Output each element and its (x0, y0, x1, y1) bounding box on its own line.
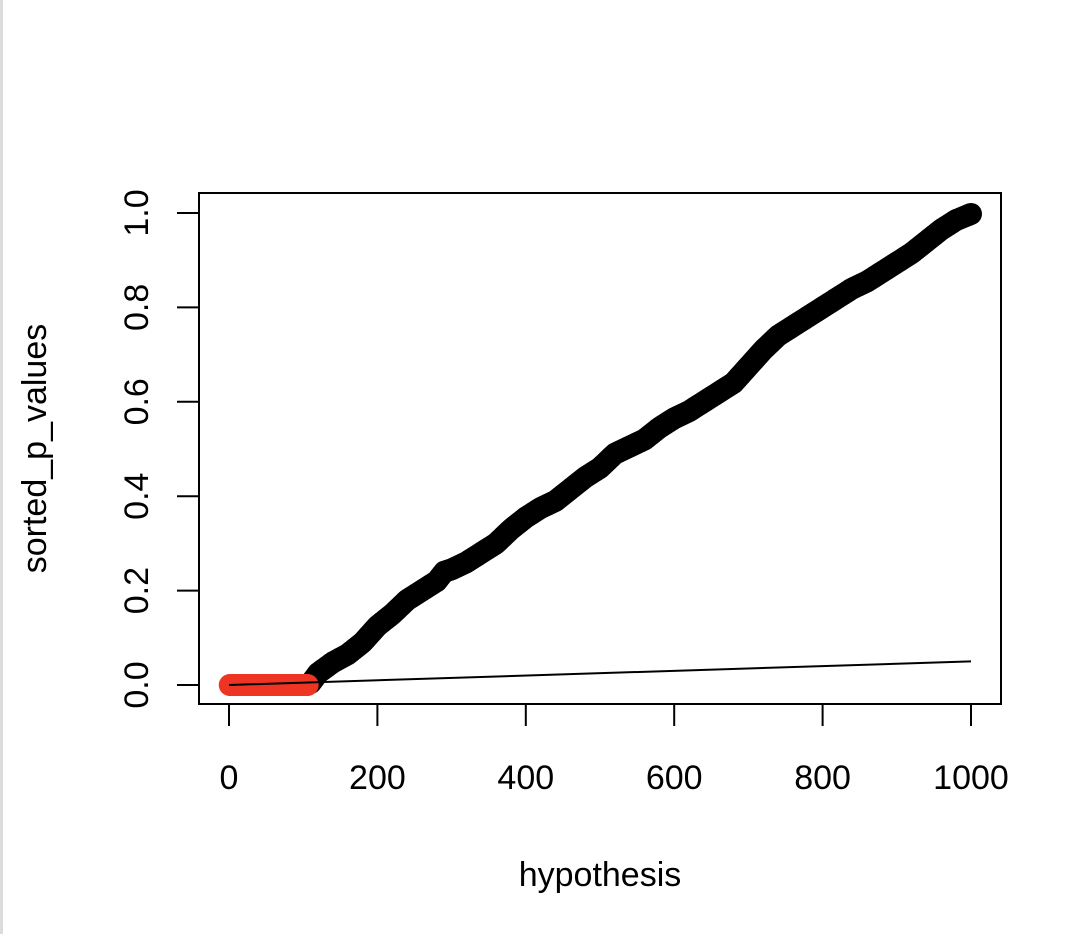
data-point (960, 202, 982, 225)
x-tick-label: 600 (646, 759, 703, 797)
x-tick-label: 400 (497, 759, 554, 797)
y-tick-label: 0.4 (118, 473, 156, 520)
plot-marks (218, 202, 982, 696)
y-tick-label: 0.6 (118, 378, 156, 425)
x-tick-label: 800 (794, 759, 851, 797)
y-tick-label: 1.0 (118, 189, 156, 236)
axes: 0 200 400 600 800 1000 0.0 0.2 0.4 0.6 0.8 1.0 (118, 189, 1009, 797)
y-axis-label: sorted_p_values (16, 324, 54, 574)
significant-point (296, 674, 319, 696)
y-tick-label: 0.8 (118, 284, 156, 331)
y-tick-label: 0.0 (118, 661, 156, 708)
x-tick-label: 200 (349, 759, 406, 797)
x-tick-label: 0 (220, 759, 239, 797)
y-tick-label: 0.2 (118, 567, 156, 614)
left-edge-divider (0, 0, 3, 934)
x-axis-label: hypothesis (519, 856, 682, 894)
threshold-line (228, 660, 972, 686)
x-tick-label: 1000 (933, 759, 1009, 797)
